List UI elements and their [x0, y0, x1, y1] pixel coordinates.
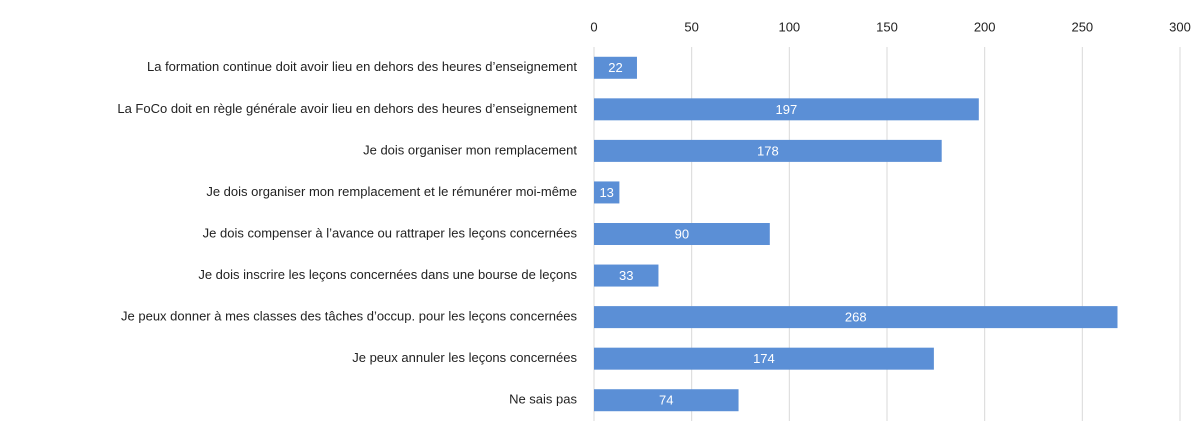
data-label: 174: [753, 351, 775, 366]
bar: [594, 389, 739, 412]
bar: [594, 139, 942, 162]
data-label: 268: [845, 310, 867, 325]
y-tick-label: Je dois organiser mon remplacement et le…: [206, 184, 577, 199]
x-tick-label: 200: [974, 19, 996, 34]
x-tick-label: 100: [778, 19, 800, 34]
y-tick-label: Je dois organiser mon remplacement: [363, 142, 577, 157]
bar: [594, 223, 770, 245]
data-label: 197: [776, 102, 798, 117]
data-label: 178: [757, 143, 779, 158]
bar: [594, 56, 637, 79]
data-label: 13: [599, 185, 613, 200]
bar: [594, 98, 979, 121]
data-label: 74: [659, 393, 673, 408]
bar: [594, 264, 659, 287]
y-tick-label: Je peux donner à mes classes des tâches …: [121, 309, 577, 324]
x-tick-label: 50: [684, 19, 698, 34]
y-tick-label: Je dois compenser à l’avance ou rattrape…: [203, 225, 578, 240]
bar: [594, 347, 934, 370]
data-label: 90: [675, 226, 689, 241]
bar: [594, 181, 620, 204]
y-tick-label: Je dois inscrire les leçons concernées d…: [198, 267, 577, 282]
x-tick-label: 250: [1071, 19, 1093, 34]
x-tick-label: 150: [876, 19, 898, 34]
y-tick-label: La formation continue doit avoir lieu en…: [147, 59, 577, 74]
y-tick-label: La FoCo doit en règle générale avoir lie…: [117, 101, 577, 116]
y-tick-label: Je peux annuler les leçons concernées: [352, 350, 577, 365]
x-tick-label: 0: [590, 19, 597, 34]
y-tick-label: Ne sais pas: [509, 392, 577, 407]
bar: [594, 306, 1118, 329]
data-label: 22: [608, 60, 622, 75]
data-label: 33: [619, 268, 633, 283]
x-tick-label: 300: [1169, 19, 1191, 34]
